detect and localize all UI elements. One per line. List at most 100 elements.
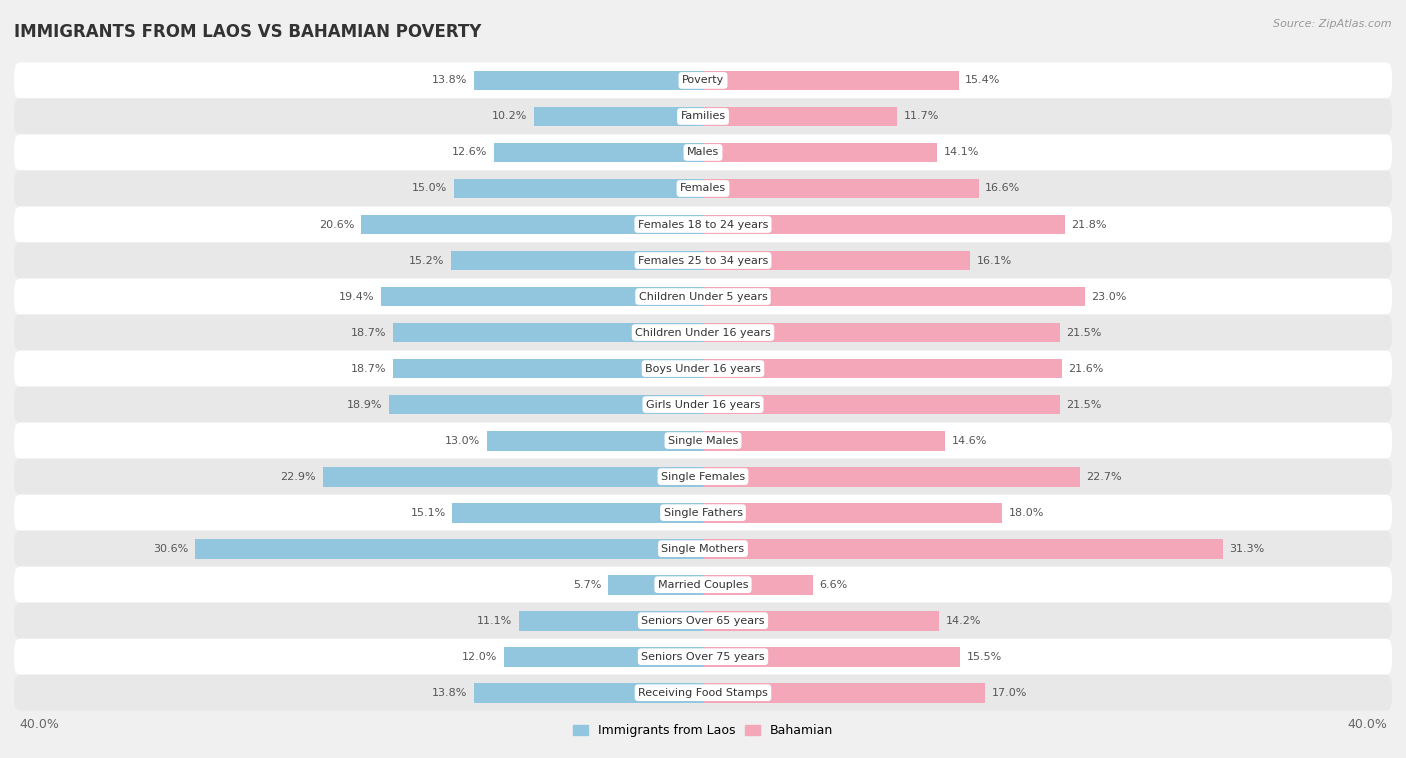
Bar	[454, 179, 703, 199]
Bar	[534, 107, 703, 127]
FancyBboxPatch shape	[14, 99, 1392, 134]
Text: 15.2%: 15.2%	[409, 255, 444, 265]
Bar	[323, 467, 703, 487]
FancyBboxPatch shape	[14, 62, 1392, 99]
Text: Source: ZipAtlas.com: Source: ZipAtlas.com	[1274, 19, 1392, 29]
Bar	[453, 503, 703, 522]
Text: 22.9%: 22.9%	[281, 471, 316, 481]
Text: 13.0%: 13.0%	[446, 436, 481, 446]
Text: 20.6%: 20.6%	[319, 220, 354, 230]
Text: Receiving Food Stamps: Receiving Food Stamps	[638, 688, 768, 697]
Bar	[503, 647, 703, 666]
Bar	[389, 395, 703, 415]
Bar	[703, 647, 960, 666]
Bar	[195, 539, 703, 559]
Text: 15.1%: 15.1%	[411, 508, 446, 518]
Text: Seniors Over 65 years: Seniors Over 65 years	[641, 615, 765, 625]
Bar	[703, 251, 970, 271]
Text: Females 18 to 24 years: Females 18 to 24 years	[638, 220, 768, 230]
Text: Married Couples: Married Couples	[658, 580, 748, 590]
Text: 21.8%: 21.8%	[1071, 220, 1107, 230]
Bar	[609, 575, 703, 594]
Text: Seniors Over 75 years: Seniors Over 75 years	[641, 652, 765, 662]
Text: Families: Families	[681, 111, 725, 121]
Bar	[703, 431, 945, 450]
Bar	[703, 287, 1085, 306]
FancyBboxPatch shape	[14, 171, 1392, 206]
Bar	[703, 539, 1223, 559]
Text: 13.8%: 13.8%	[432, 76, 467, 86]
FancyBboxPatch shape	[14, 206, 1392, 243]
Bar	[488, 431, 703, 450]
Text: 22.7%: 22.7%	[1087, 471, 1122, 481]
Text: 18.9%: 18.9%	[347, 399, 382, 409]
Text: 21.5%: 21.5%	[1067, 399, 1102, 409]
Text: 31.3%: 31.3%	[1229, 543, 1264, 553]
Bar	[703, 179, 979, 199]
Bar	[703, 215, 1064, 234]
Text: 10.2%: 10.2%	[492, 111, 527, 121]
Text: Children Under 5 years: Children Under 5 years	[638, 292, 768, 302]
Bar	[519, 611, 703, 631]
FancyBboxPatch shape	[14, 495, 1392, 531]
Bar	[703, 683, 986, 703]
Text: Children Under 16 years: Children Under 16 years	[636, 327, 770, 337]
Text: 14.6%: 14.6%	[952, 436, 987, 446]
Text: Poverty: Poverty	[682, 76, 724, 86]
Text: 18.7%: 18.7%	[350, 364, 385, 374]
Text: 13.8%: 13.8%	[432, 688, 467, 697]
Text: 23.0%: 23.0%	[1091, 292, 1126, 302]
Text: 16.1%: 16.1%	[977, 255, 1012, 265]
Text: 16.6%: 16.6%	[986, 183, 1021, 193]
Text: 30.6%: 30.6%	[153, 543, 188, 553]
Bar	[381, 287, 703, 306]
Text: 21.5%: 21.5%	[1067, 327, 1102, 337]
Bar	[451, 251, 703, 271]
Bar	[703, 395, 1060, 415]
Legend: Immigrants from Laos, Bahamian: Immigrants from Laos, Bahamian	[568, 719, 838, 742]
Text: 5.7%: 5.7%	[574, 580, 602, 590]
Bar	[392, 359, 703, 378]
Text: 21.6%: 21.6%	[1069, 364, 1104, 374]
Text: 11.7%: 11.7%	[904, 111, 939, 121]
Bar	[703, 323, 1060, 343]
FancyBboxPatch shape	[14, 603, 1392, 639]
Text: 19.4%: 19.4%	[339, 292, 374, 302]
Text: 15.5%: 15.5%	[967, 652, 1002, 662]
FancyBboxPatch shape	[14, 567, 1392, 603]
Bar	[392, 323, 703, 343]
Text: Males: Males	[688, 148, 718, 158]
Bar	[474, 70, 703, 90]
Text: Single Females: Single Females	[661, 471, 745, 481]
FancyBboxPatch shape	[14, 134, 1392, 171]
Bar	[703, 575, 813, 594]
FancyBboxPatch shape	[14, 243, 1392, 278]
Bar	[361, 215, 703, 234]
Text: 14.2%: 14.2%	[945, 615, 981, 625]
FancyBboxPatch shape	[14, 423, 1392, 459]
Text: 17.0%: 17.0%	[991, 688, 1028, 697]
Text: Girls Under 16 years: Girls Under 16 years	[645, 399, 761, 409]
Bar	[703, 359, 1062, 378]
Bar	[703, 467, 1080, 487]
Text: 15.0%: 15.0%	[412, 183, 447, 193]
Text: 11.1%: 11.1%	[477, 615, 512, 625]
Text: 6.6%: 6.6%	[820, 580, 848, 590]
Bar	[494, 143, 703, 162]
Text: 15.4%: 15.4%	[966, 76, 1001, 86]
FancyBboxPatch shape	[14, 639, 1392, 675]
Bar	[703, 70, 959, 90]
Bar	[703, 107, 897, 127]
Text: Females 25 to 34 years: Females 25 to 34 years	[638, 255, 768, 265]
FancyBboxPatch shape	[14, 350, 1392, 387]
Bar	[703, 143, 936, 162]
Bar	[703, 503, 1002, 522]
FancyBboxPatch shape	[14, 387, 1392, 423]
Text: 18.0%: 18.0%	[1008, 508, 1043, 518]
Text: 12.0%: 12.0%	[461, 652, 498, 662]
Text: IMMIGRANTS FROM LAOS VS BAHAMIAN POVERTY: IMMIGRANTS FROM LAOS VS BAHAMIAN POVERTY	[14, 23, 481, 41]
Text: Single Fathers: Single Fathers	[664, 508, 742, 518]
Text: 12.6%: 12.6%	[451, 148, 488, 158]
Bar	[474, 683, 703, 703]
Text: Single Mothers: Single Mothers	[661, 543, 745, 553]
